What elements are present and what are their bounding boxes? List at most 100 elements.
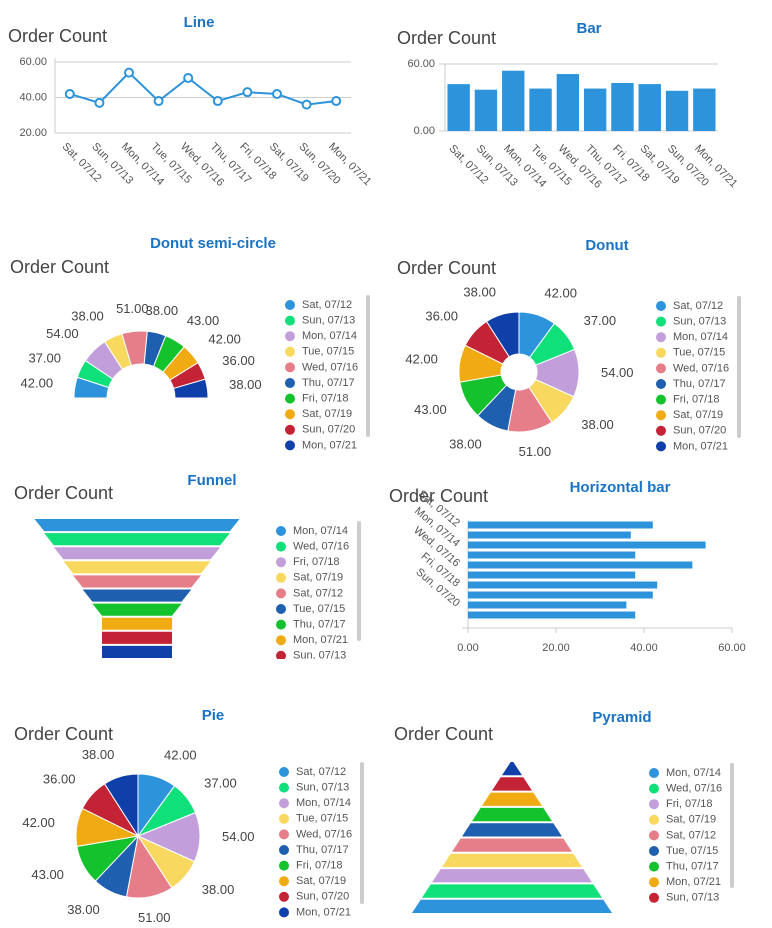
legend-marker: [285, 378, 295, 388]
legend-marker: [649, 892, 659, 903]
pyramid-segment: [492, 777, 532, 791]
legend: Mon, 07/14 Wed, 07/16 Fri, 07/18 Sat, 07/19…: [276, 525, 349, 677]
legend-label: Sun, 07/13: [666, 892, 719, 904]
legend-label: Sun, 07/20: [293, 665, 346, 677]
y-tick-label: 60.00: [407, 58, 435, 70]
data-label: 38.00: [229, 377, 262, 392]
legend-label: Wed, 07/16: [673, 362, 729, 374]
y-tick-label: 60.00: [19, 56, 47, 68]
bar: [468, 561, 693, 569]
slice: [103, 773, 139, 838]
legend-label: Fri, 07/18: [673, 394, 719, 406]
legend-label: Sat, 07/19: [673, 409, 723, 421]
funnel-segment: [82, 589, 192, 602]
chart-title: Line: [184, 14, 215, 31]
data-label: 43.00: [31, 867, 64, 882]
point: [124, 67, 134, 78]
data-label: 38.00: [449, 436, 482, 451]
bar: [447, 84, 470, 131]
bar: [583, 88, 607, 131]
x-tick-label: 0.00: [457, 642, 478, 654]
legend-marker: [279, 907, 289, 918]
data-label: 36.00: [222, 353, 255, 368]
legend-label: Sun, 07/20: [673, 425, 726, 437]
data-label: 38.00: [581, 417, 614, 432]
subtitle: Order Count: [10, 257, 109, 277]
y-tick-label: 20.00: [19, 127, 47, 139]
pyramid-segment: [452, 838, 572, 852]
legend-scrollbar: [737, 296, 741, 438]
legend-label: Fri, 07/18: [666, 798, 712, 810]
x-tick-label: 40.00: [630, 642, 658, 654]
legend-marker: [649, 814, 659, 825]
point: [301, 99, 312, 110]
legend-label: Sat, 07/12: [666, 829, 716, 841]
legend-label: Sat, 07/19: [296, 875, 346, 887]
legend-label: Wed, 07/16: [302, 361, 358, 373]
funnel-segment: [44, 533, 230, 546]
legend-marker: [649, 846, 659, 856]
point: [331, 96, 342, 107]
data-label: 36.00: [425, 309, 458, 324]
bar: [468, 521, 653, 529]
legend-label: Mon, 07/21: [293, 634, 348, 646]
legend-label: Mon, 07/14: [666, 767, 721, 779]
legend-label: Tue, 07/15: [673, 347, 725, 359]
subtitle: Order Count: [397, 258, 496, 278]
legend-marker: [656, 332, 666, 343]
data-label: 36.00: [43, 771, 76, 786]
bar: [502, 70, 525, 131]
legend-label: Sun, 07/13: [673, 316, 726, 328]
legend-marker: [279, 813, 289, 824]
legend-marker: [656, 425, 666, 436]
legend-label: Sat, 07/12: [673, 300, 723, 312]
point: [64, 88, 75, 99]
legend-label: Sun, 07/13: [296, 782, 349, 794]
legend-label: Mon, 07/14: [673, 331, 728, 343]
bar: [468, 531, 631, 539]
data-label: 42.00: [405, 351, 438, 366]
data-label: 42.00: [164, 748, 197, 763]
data-label: 51.00: [138, 910, 171, 925]
bar: [474, 89, 498, 131]
legend-marker: [649, 830, 659, 841]
pyramid-segment: [442, 853, 582, 868]
pyramid-segment: [422, 884, 602, 898]
chart-title: Donut semi-circle: [150, 235, 276, 252]
subtitle: Order Count: [394, 724, 493, 744]
legend-label: Sat, 07/12: [293, 587, 343, 599]
legend-marker: [656, 347, 666, 358]
legend-marker: [656, 394, 666, 405]
data-label: 43.00: [187, 313, 220, 328]
legend-marker: [649, 908, 659, 918]
legend-marker: [649, 783, 659, 794]
legend-marker: [285, 300, 295, 310]
chart-title: Funnel: [187, 472, 236, 489]
x-tick-label: 60.00: [718, 642, 746, 654]
line: [69, 71, 337, 106]
legend-marker: [276, 541, 286, 552]
data-label: 42.00: [544, 285, 577, 300]
legend-label: Thu, 07/17: [673, 378, 726, 390]
legend-marker: [649, 861, 659, 872]
legend-marker: [276, 619, 286, 630]
pyramid-segment: [502, 762, 522, 776]
x-tick-label: 20.00: [542, 642, 570, 654]
data-label: 54.00: [46, 326, 79, 341]
chart-title: Pie: [202, 707, 225, 724]
legend-marker: [276, 666, 286, 676]
bar: [693, 88, 716, 131]
legend-marker: [649, 768, 659, 778]
legend-label: Mon, 07/21: [302, 439, 357, 451]
bar: [638, 84, 661, 131]
data-label: 42.00: [208, 331, 241, 346]
legend-label: Tue, 07/15: [293, 603, 345, 615]
legend-label: Sun, 07/20: [666, 907, 719, 919]
point: [272, 88, 282, 99]
legend-marker: [656, 301, 666, 311]
legend-label: Mon, 07/21: [296, 906, 351, 918]
point: [242, 87, 253, 98]
legend-marker: [656, 316, 666, 327]
data-label: 38.00: [71, 309, 104, 324]
